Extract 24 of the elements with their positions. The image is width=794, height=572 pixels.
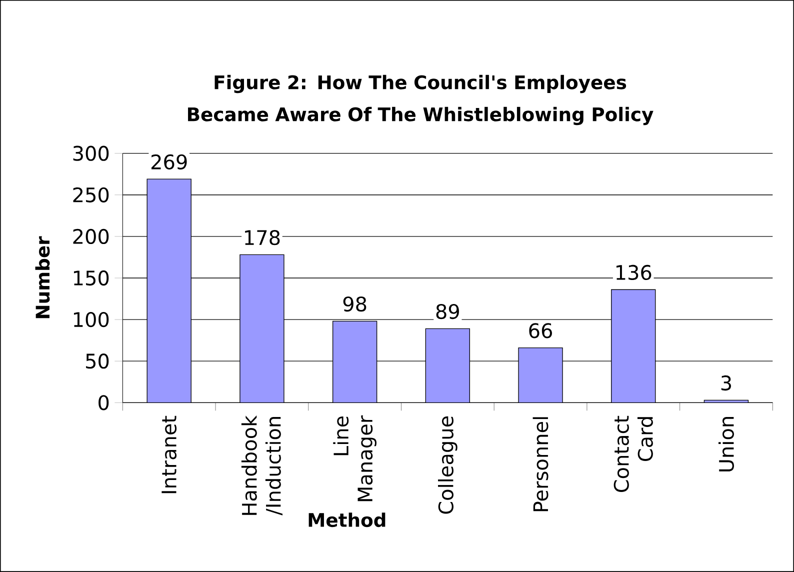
x-tick-label: Personnel	[532, 417, 548, 512]
data-label: 178	[245, 230, 280, 246]
y-tick-label: 50	[86, 354, 109, 369]
data-label: 3	[721, 375, 731, 391]
x-tick-label: Colleague	[438, 416, 458, 514]
x-axis-title: Method	[308, 512, 386, 528]
data-label: 89	[436, 304, 459, 320]
x-tick-label: Line Manager	[333, 415, 376, 502]
x-tick-label: Handbook /Induction	[241, 415, 282, 516]
y-axis-title: Number	[35, 236, 50, 318]
y-tick-label: 300	[73, 146, 109, 161]
data-label: 98	[343, 296, 366, 312]
y-tick-label: 200	[73, 228, 109, 244]
y-tick-label: 250	[73, 187, 109, 202]
chart-title: Figure 2: How The Council's Employees Became Aware Of The Whistleblowing Policy	[188, 74, 654, 126]
data-label: 66	[529, 323, 552, 338]
x-tick-label: Union	[718, 417, 734, 472]
y-tick-label: 0	[98, 395, 109, 410]
x-tick-label: Contact Card	[614, 416, 653, 492]
y-tick-label: 100	[74, 312, 109, 328]
y-tick-label: 150	[74, 270, 109, 286]
x-tick-label: Intranet	[162, 416, 177, 494]
data-label: 136	[616, 264, 652, 280]
data-label: 269	[151, 154, 187, 170]
